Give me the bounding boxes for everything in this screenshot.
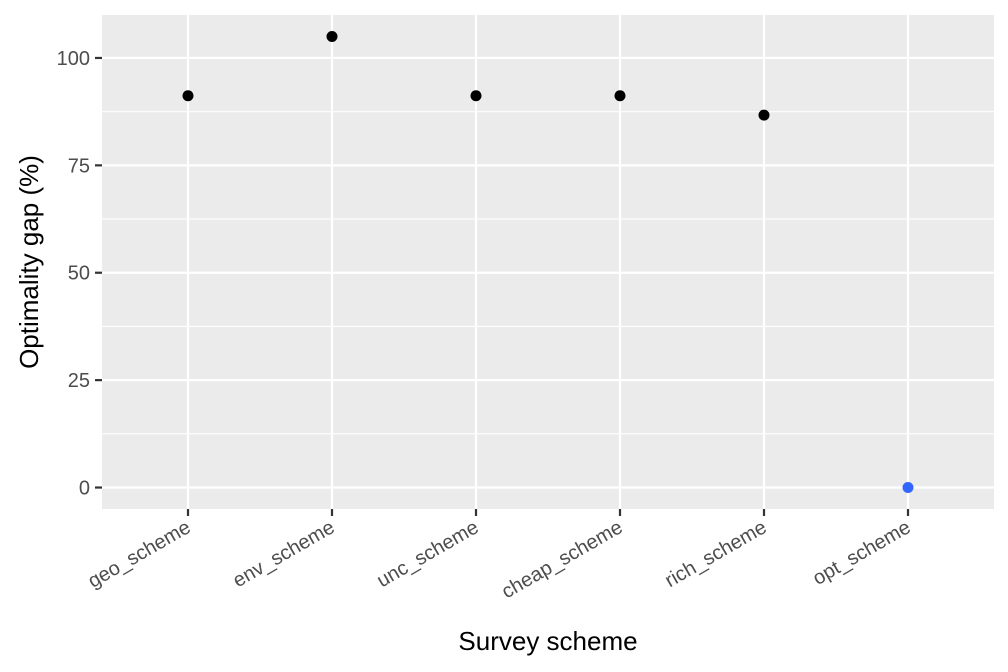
y-tick-labels: 0 25 50 75 100	[57, 48, 90, 500]
x-tick-label: rich_scheme	[661, 516, 770, 592]
x-tick-label: opt_scheme	[809, 516, 914, 590]
y-tick-label: 100	[57, 48, 90, 70]
data-point-unc_scheme	[470, 90, 482, 102]
data-point-rich_scheme	[758, 109, 770, 121]
y-tick-label: 25	[68, 370, 90, 392]
data-points	[182, 30, 914, 494]
axis-ticks	[95, 56, 910, 516]
x-tick-label: unc_scheme	[373, 516, 482, 592]
x-tick-labels: geo_scheme env_scheme unc_scheme cheap_sche…	[84, 516, 914, 603]
x-tick-label: env_scheme	[229, 516, 338, 592]
data-point-geo_scheme	[182, 90, 194, 102]
panel-background	[102, 15, 994, 509]
y-tick-label: 0	[79, 478, 90, 500]
y-axis-title: Optimality gap (%)	[14, 155, 44, 369]
data-point-cheap_scheme	[614, 90, 626, 102]
y-tick-label: 50	[68, 263, 90, 285]
x-tick-label: cheap_scheme	[498, 516, 626, 603]
data-point-opt_scheme	[902, 482, 914, 494]
x-axis-title: Survey scheme	[458, 626, 637, 656]
x-tick-label: geo_scheme	[84, 516, 194, 592]
data-point-env_scheme	[326, 30, 338, 42]
y-tick-label: 75	[68, 155, 90, 177]
minor-gridlines	[102, 111, 994, 435]
